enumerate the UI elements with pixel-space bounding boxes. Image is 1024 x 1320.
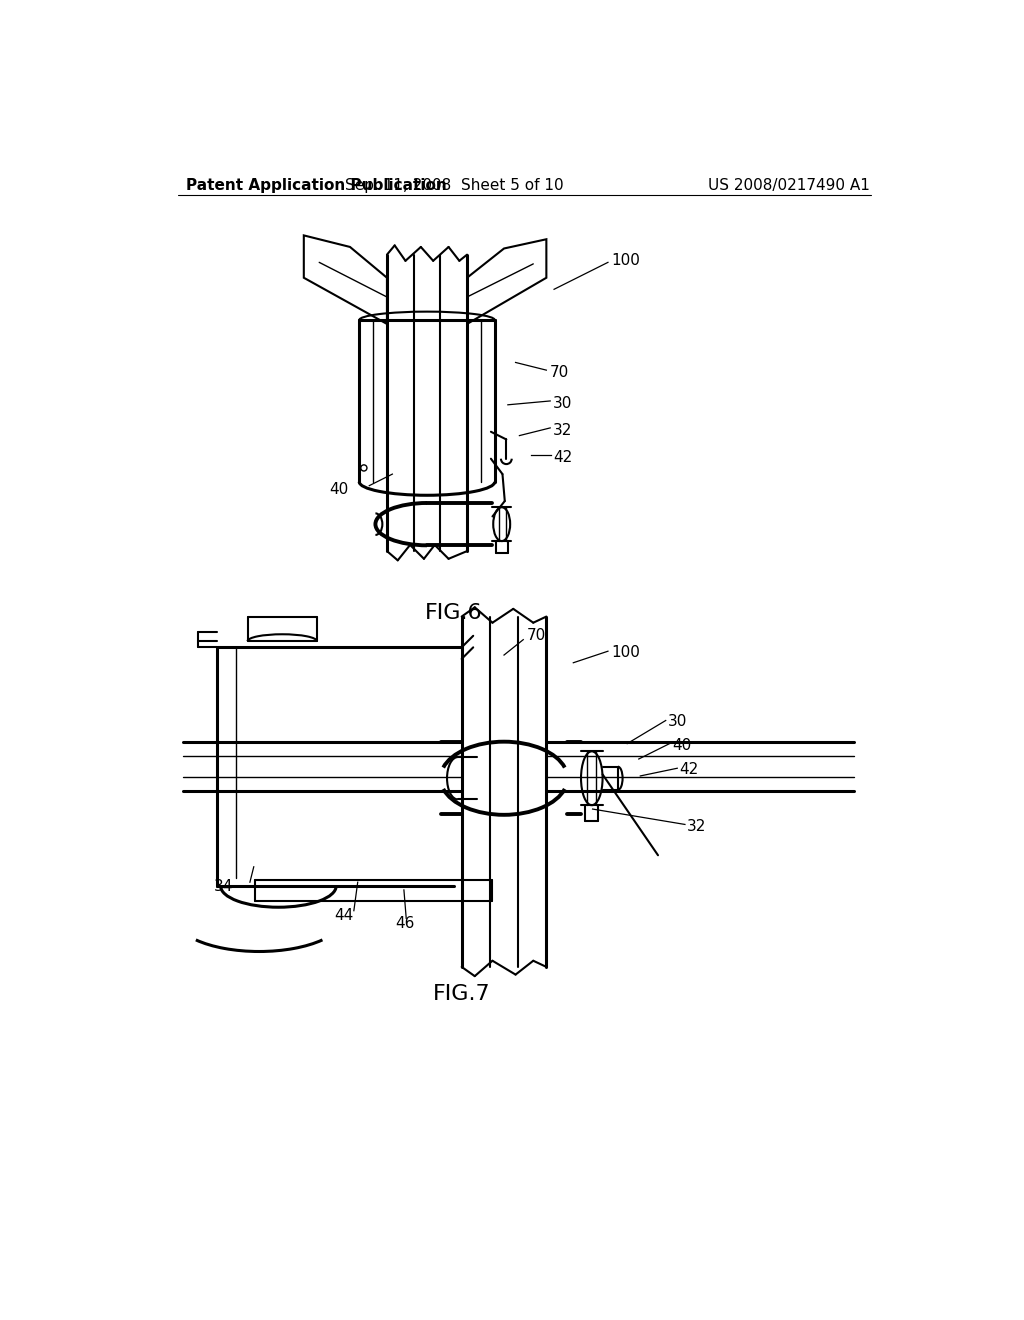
- Text: 42: 42: [553, 450, 572, 465]
- Text: 70: 70: [527, 628, 547, 643]
- Text: US 2008/0217490 A1: US 2008/0217490 A1: [708, 178, 870, 193]
- Text: 30: 30: [668, 714, 687, 729]
- Polygon shape: [467, 239, 547, 323]
- Text: 32: 32: [553, 422, 571, 438]
- Text: 40: 40: [672, 738, 691, 754]
- Text: Sep. 11, 2008  Sheet 5 of 10: Sep. 11, 2008 Sheet 5 of 10: [345, 178, 563, 193]
- Text: 34: 34: [214, 879, 233, 895]
- Text: Patent Application Publication: Patent Application Publication: [186, 178, 446, 193]
- Ellipse shape: [360, 465, 367, 471]
- Text: 30: 30: [553, 396, 571, 411]
- Text: FIG.6: FIG.6: [425, 603, 482, 623]
- Text: 44: 44: [334, 908, 353, 923]
- Text: 32: 32: [687, 820, 707, 834]
- Polygon shape: [304, 235, 387, 323]
- Text: 42: 42: [680, 762, 698, 777]
- Text: 46: 46: [395, 916, 415, 931]
- Text: FIG.7: FIG.7: [433, 983, 490, 1003]
- Text: 70: 70: [550, 364, 568, 380]
- Text: 100: 100: [611, 252, 641, 268]
- Text: 40: 40: [330, 482, 348, 498]
- Text: 100: 100: [611, 645, 641, 660]
